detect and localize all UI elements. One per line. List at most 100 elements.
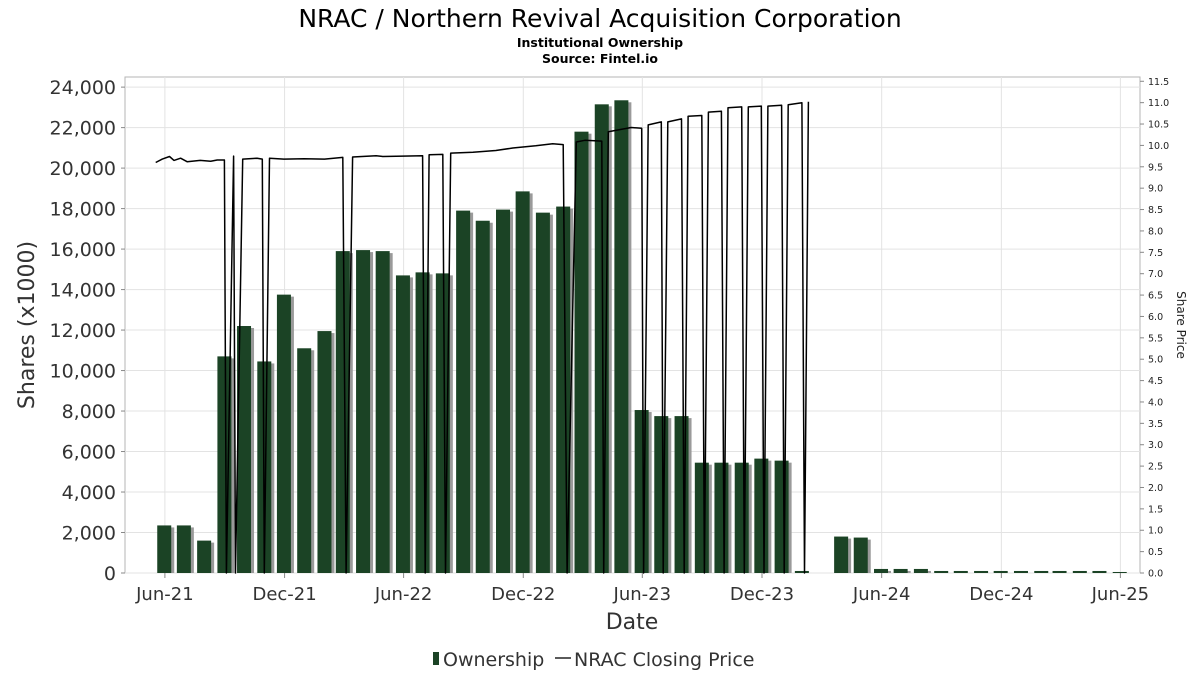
y2-tick-label: 6.5 (1148, 291, 1163, 302)
y2-tick-label: 5.5 (1148, 333, 1163, 344)
ownership-bar (714, 462, 729, 573)
y2-tick-label: 2.0 (1148, 483, 1163, 494)
y-axis-label: Shares (x1000) (15, 241, 40, 409)
y2-tick-label: 4.0 (1148, 397, 1163, 408)
ownership-bar (674, 416, 689, 573)
ownership-bar (1013, 570, 1028, 573)
ownership-bar (614, 100, 629, 574)
price-line (155, 101, 810, 574)
y2-tick-label: 2.5 (1148, 462, 1163, 473)
ownership-bar (754, 458, 769, 573)
y-tick-label: 8,000 (62, 401, 116, 423)
ownership-bar (1052, 570, 1067, 573)
x-tick-label: Dec-23 (730, 584, 794, 605)
x-axis-label: Date (606, 610, 659, 635)
y2-tick-label: 1.5 (1148, 504, 1163, 515)
y2-tick-label: 8.0 (1148, 226, 1163, 237)
x-tick-label: Jun-22 (374, 584, 433, 605)
chart-subtitle: Institutional Ownership (517, 35, 683, 50)
ownership-bar (774, 460, 789, 573)
ownership-bar (375, 251, 390, 573)
ownership-bar (197, 540, 212, 573)
ownership-bar (893, 568, 908, 573)
plot-area (124, 76, 1141, 574)
y2-tick-label: 3.5 (1148, 419, 1163, 430)
ownership-bar (634, 410, 649, 573)
ownership-bar (953, 570, 968, 573)
x-tick-label: Jun-25 (1091, 584, 1150, 605)
ownership-bar (654, 416, 669, 573)
chart-title: NRAC / Northern Revival Acquisition Corp… (298, 4, 901, 33)
y2-tick-label: 5.0 (1148, 355, 1163, 366)
y2-tick-label: 0.5 (1148, 547, 1163, 558)
x-axis: Jun-21 Dec-21 Jun-22 Dec-22 Jun-23 Dec-23 Jun-… (135, 573, 1149, 605)
ownership-bar (515, 191, 530, 573)
y2-tick-label: 0.0 (1148, 569, 1163, 580)
y2-tick-label: 3.0 (1148, 440, 1163, 451)
ownership-bar (694, 462, 709, 573)
y2-tick-label: 10.0 (1148, 141, 1169, 152)
legend-ownership-swatch (433, 652, 439, 665)
ownership-bar (176, 525, 191, 573)
ownership-bar (356, 250, 371, 573)
ownership-bar (1034, 570, 1049, 573)
y-tick-label: 6,000 (62, 442, 116, 464)
ownership-bar (874, 568, 889, 573)
y-tick-label: 14,000 (50, 280, 116, 302)
y-tick-label: 0 (104, 563, 116, 585)
y2-tick-label: 6.0 (1148, 312, 1163, 323)
y-tick-label: 4,000 (62, 482, 116, 504)
ownership-bar (475, 220, 490, 573)
ownership-bar (157, 525, 172, 573)
y2-tick-label: 7.0 (1148, 269, 1163, 280)
ownership-bar (1092, 570, 1107, 573)
y2-tick-label: 10.5 (1148, 120, 1169, 131)
legend-ownership-label: Ownership (443, 649, 544, 671)
y2-tick-label: 4.5 (1148, 376, 1163, 387)
y-tick-label: 24,000 (50, 77, 116, 99)
y2-tick-label: 11.5 (1148, 77, 1169, 88)
y-tick-label: 18,000 (50, 199, 116, 221)
ownership-bar (834, 536, 849, 573)
ownership-bar (993, 570, 1008, 573)
x-tick-label: Jun-24 (852, 584, 911, 605)
ownership-bar (974, 570, 989, 573)
ownership-bar (734, 462, 749, 573)
x-tick-label: Dec-24 (969, 584, 1033, 605)
ownership-bar (1072, 570, 1087, 573)
y-tick-label: 16,000 (50, 239, 116, 261)
y2-tick-label: 9.0 (1148, 184, 1163, 195)
ownership-bar (535, 212, 550, 574)
x-tick-label: Jun-23 (613, 584, 672, 605)
x-tick-label: Dec-22 (491, 584, 555, 605)
ownership-bar (335, 251, 350, 573)
y2-tick-label: 7.5 (1148, 248, 1163, 259)
x-tick-label: Jun-21 (135, 584, 194, 605)
ownership-bar (496, 209, 511, 574)
chart-source: Source: Fintel.io (542, 51, 658, 66)
ownership-bar (1112, 571, 1127, 573)
y2-axis-label: Share Price (1174, 291, 1188, 359)
ownership-bar (913, 568, 928, 573)
y2-tick-label: 11.0 (1148, 98, 1169, 109)
y-tick-label: 12,000 (50, 320, 116, 342)
price-line-layer (155, 101, 810, 574)
ownership-bar (934, 570, 949, 573)
ownership-bar (853, 537, 868, 573)
y-tick-label: 22,000 (50, 118, 116, 140)
y2-tick-label: 1.0 (1148, 526, 1163, 537)
y-tick-label: 2,000 (62, 523, 116, 545)
ownership-bar (794, 570, 809, 573)
y2-tick-label: 9.5 (1148, 162, 1163, 173)
legend: Ownership NRAC Closing Price (433, 649, 754, 671)
y-tick-label: 10,000 (50, 361, 116, 383)
ownership-bar (395, 275, 410, 573)
ownership-bar (276, 294, 291, 573)
ownership-bar (574, 131, 589, 573)
y-tick-label: 20,000 (50, 158, 116, 180)
y-axis-left: 0 2,000 4,000 6,000 8,000 10,000 12,000 14,000 1… (50, 77, 125, 585)
ownership-bar (317, 331, 332, 573)
ownership-bar (297, 348, 312, 573)
y2-tick-label: 8.5 (1148, 205, 1163, 216)
